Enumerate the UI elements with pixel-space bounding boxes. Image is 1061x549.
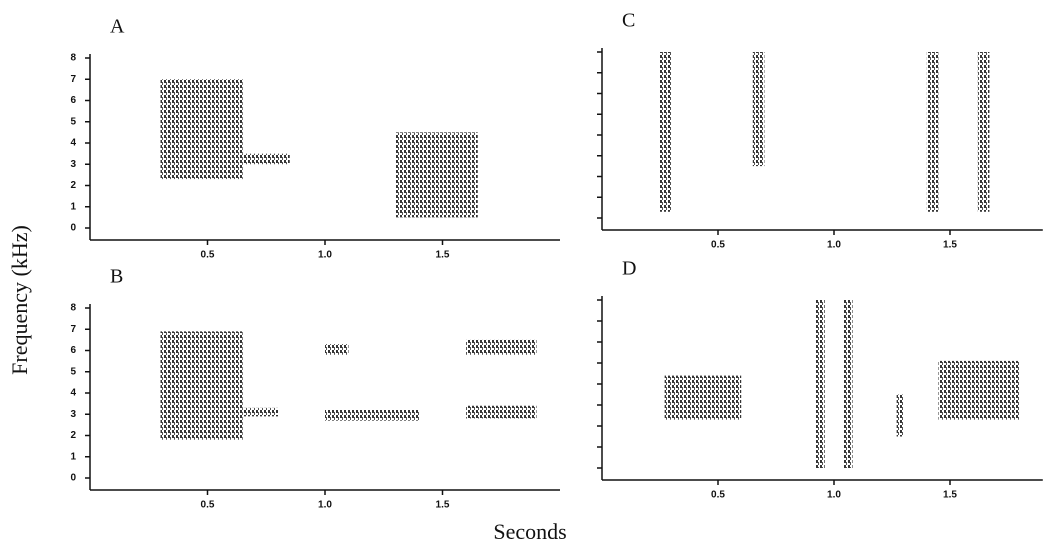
- y-axis-label: Frequency (kHz): [7, 225, 32, 375]
- x-tick-label: 0.5: [711, 240, 725, 251]
- call: [896, 394, 904, 437]
- y-tick-label: 2: [70, 180, 76, 191]
- x-tick-label: 1.5: [436, 250, 450, 261]
- y-tick-label: 3: [70, 409, 76, 420]
- y-tick-label: 8: [70, 53, 76, 64]
- x-tick-label: 1.0: [318, 500, 332, 511]
- y-tick-label: 1: [70, 451, 76, 462]
- y-tick-label: 5: [70, 116, 76, 127]
- call: [664, 375, 742, 420]
- y-tick-label: 5: [70, 366, 76, 377]
- x-tick-label: 1.0: [827, 240, 841, 251]
- x-tick-label: 0.5: [201, 500, 215, 511]
- panel-label: D: [622, 258, 636, 280]
- call: [466, 405, 537, 419]
- y-tick-label: 1: [70, 201, 76, 212]
- y-tick-label: 7: [70, 324, 76, 335]
- call: [843, 300, 853, 468]
- y-tick-label: 7: [70, 74, 76, 85]
- call: [242, 153, 290, 165]
- y-tick-label: 0: [70, 223, 76, 234]
- y-tick-label: 3: [70, 159, 76, 170]
- call: [752, 52, 765, 167]
- panel-label: A: [110, 16, 125, 38]
- y-tick-label: 0: [70, 473, 76, 484]
- panel-label: B: [110, 266, 123, 288]
- call: [815, 300, 825, 468]
- y-tick-label: 2: [70, 430, 76, 441]
- x-axis-label: Seconds: [493, 519, 566, 544]
- y-tick-label: 8: [70, 303, 76, 314]
- call: [242, 407, 278, 417]
- call: [466, 339, 537, 355]
- x-tick-label: 1.5: [943, 490, 957, 501]
- x-tick-label: 1.5: [436, 500, 450, 511]
- call: [160, 331, 243, 440]
- call: [926, 52, 939, 212]
- call: [660, 52, 672, 212]
- x-tick-label: 0.5: [201, 250, 215, 261]
- y-tick-label: 6: [70, 345, 76, 356]
- x-tick-label: 0.5: [711, 490, 725, 501]
- x-tick-label: 1.0: [827, 490, 841, 501]
- call: [160, 79, 243, 180]
- call: [977, 52, 990, 212]
- call: [938, 360, 1020, 420]
- call: [395, 132, 478, 218]
- y-tick-label: 4: [70, 138, 76, 149]
- y-tick-label: 6: [70, 95, 76, 106]
- call: [325, 344, 349, 355]
- x-tick-label: 1.0: [318, 250, 332, 261]
- call: [325, 410, 419, 421]
- x-tick-label: 1.5: [943, 240, 957, 251]
- y-tick-label: 4: [70, 388, 76, 399]
- panel-label: C: [622, 10, 635, 32]
